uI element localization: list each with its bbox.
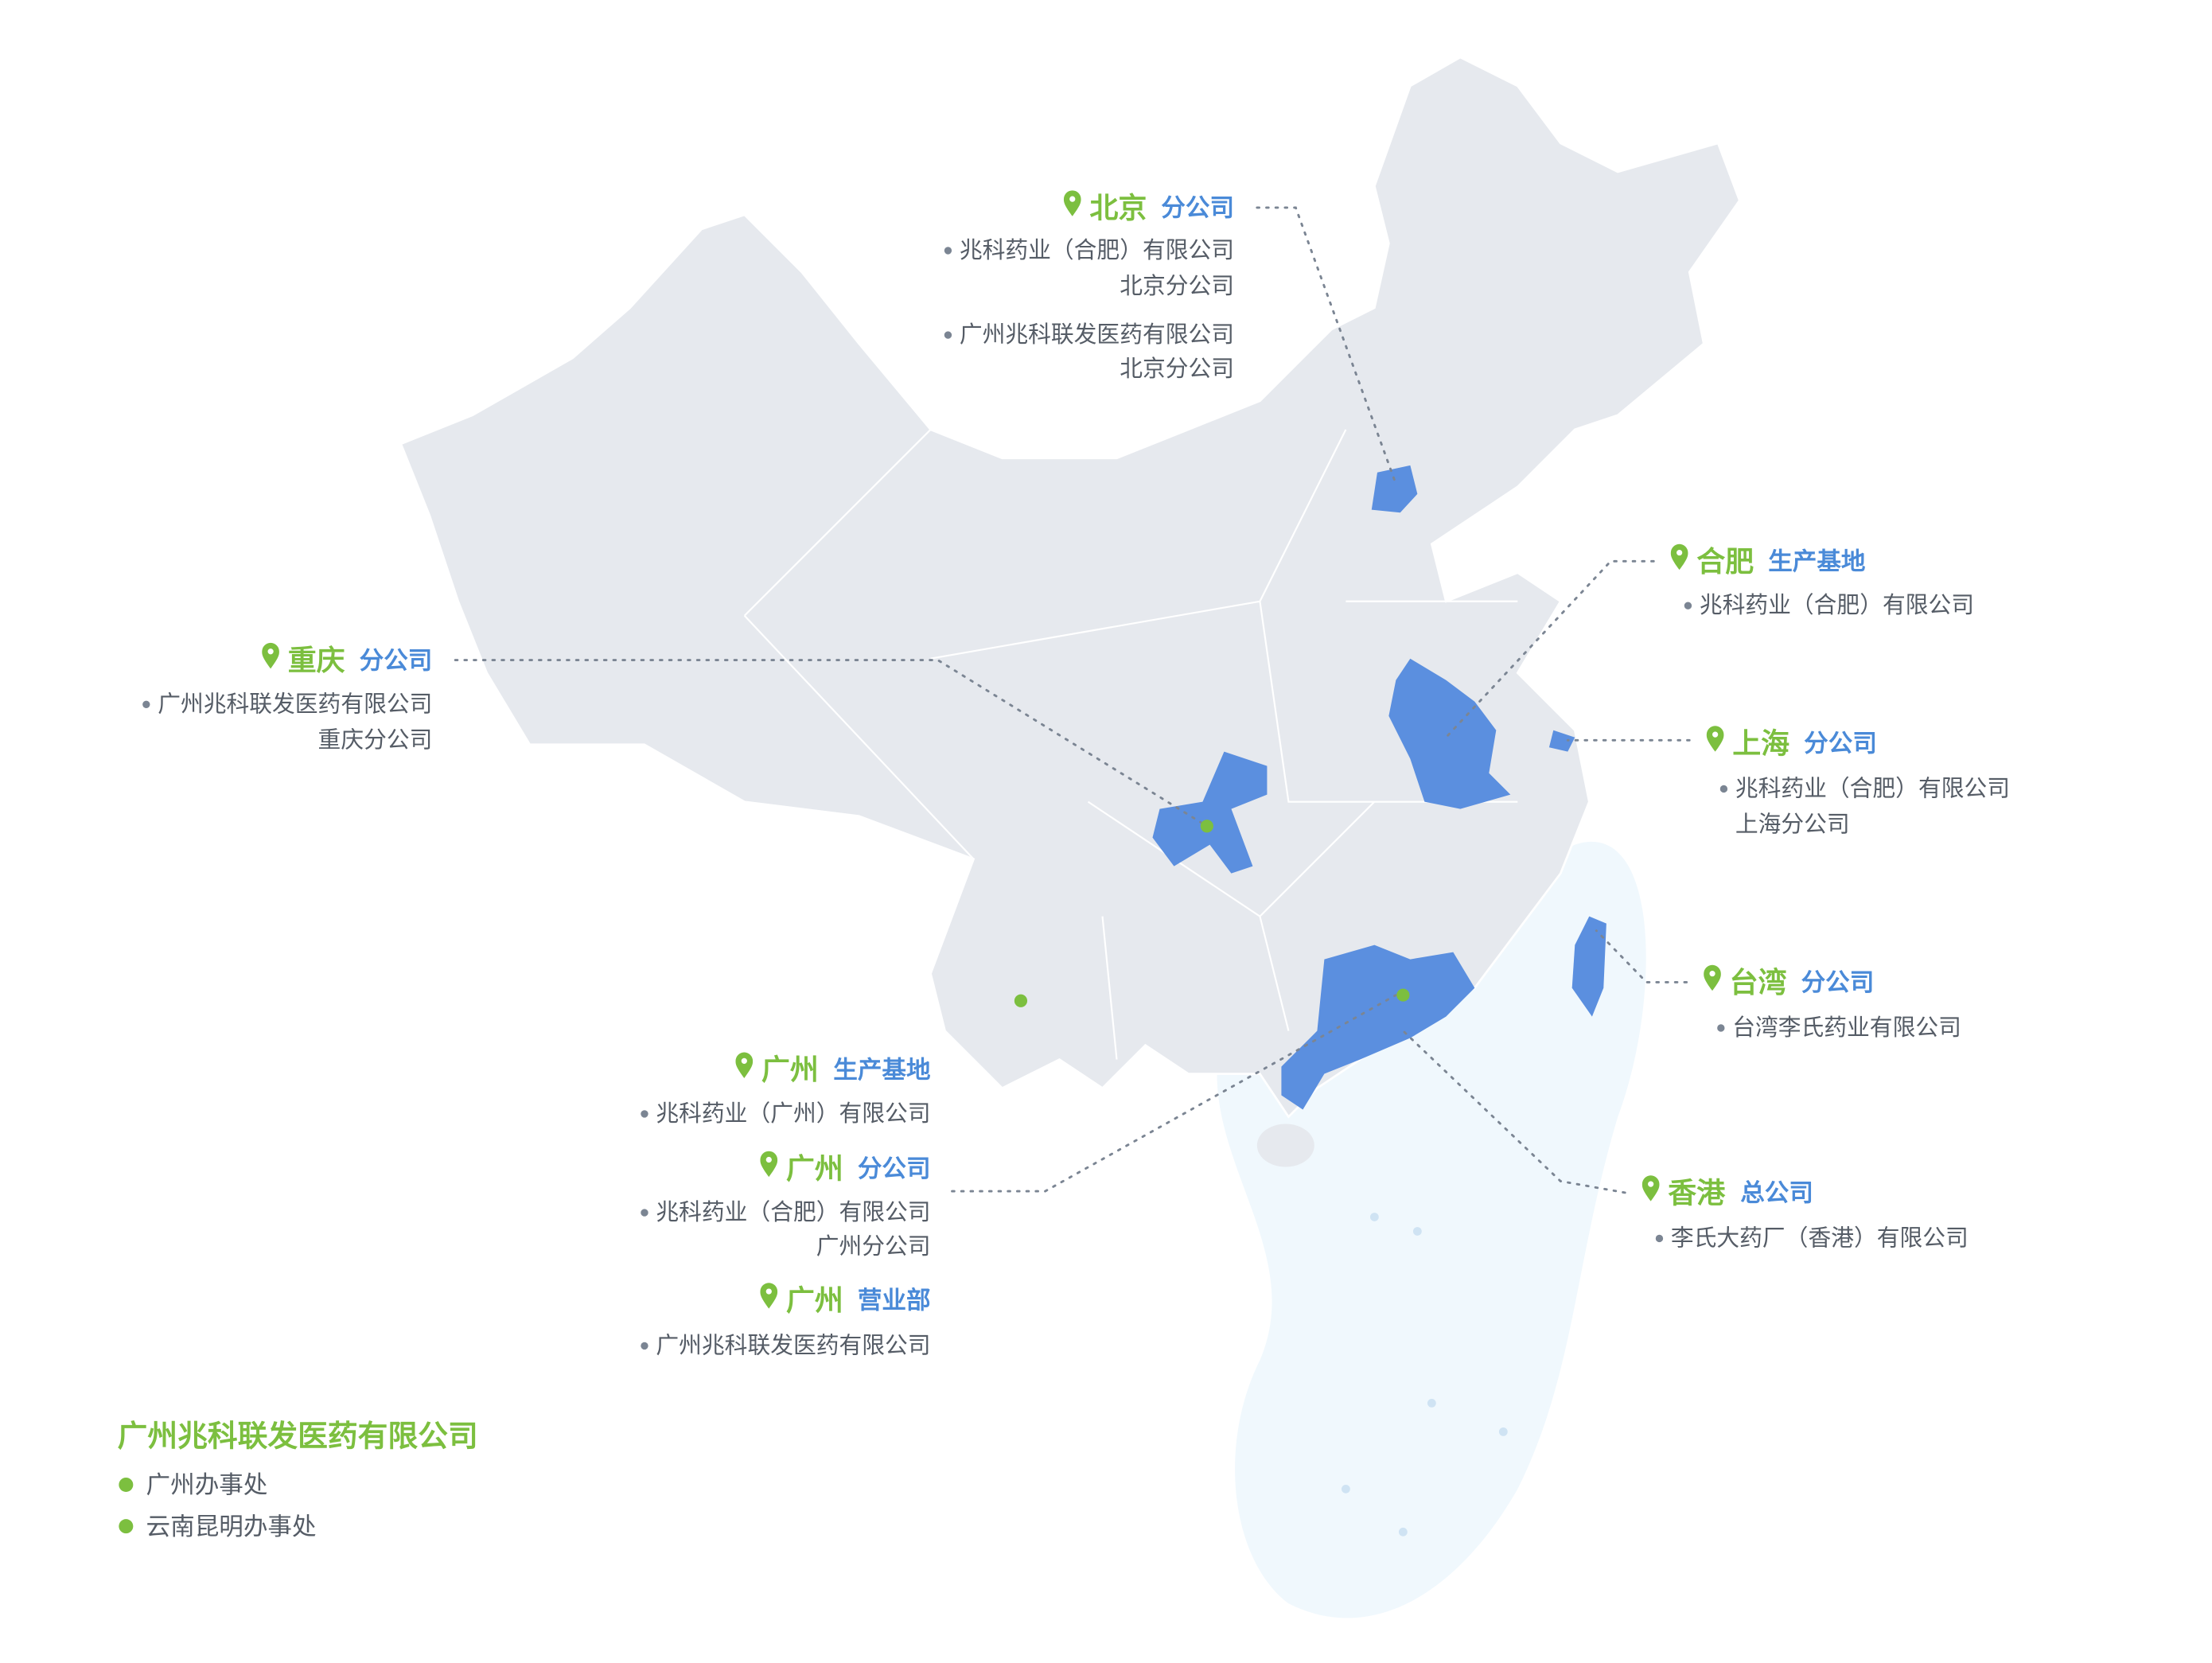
leader-line (1256, 206, 1397, 485)
company-line: 广州兆科联发医药有限公司 (656, 1331, 930, 1358)
islands (1341, 1213, 1508, 1536)
company-line: 北京分公司 (1120, 272, 1234, 299)
office-city: 广州 (786, 1153, 843, 1186)
company-line: 广州兆科联发医药有限公司 (960, 321, 1234, 348)
company-line: 兆科药业（合肥）有限公司 (1700, 591, 1974, 618)
office-city: 重庆 (288, 645, 345, 677)
hainan (1256, 1124, 1314, 1167)
leader-line (1595, 929, 1688, 983)
company-line: 上海分公司 (1735, 810, 1850, 837)
company-line: 李氏大药厂（香港）有限公司 (1671, 1224, 1969, 1251)
leader-line (951, 994, 1397, 1193)
office-kind: 生产基地 (833, 1057, 931, 1085)
bullet (944, 331, 952, 339)
bullet (641, 1342, 648, 1350)
office-kind: 分公司 (360, 647, 433, 675)
company-line: 兆科药业（合肥）有限公司 (1735, 774, 2010, 801)
legend-item: 广州办事处 (146, 1472, 268, 1500)
pin-icon (1063, 190, 1081, 216)
office-city: 北京 (1089, 192, 1147, 225)
bullet (1684, 602, 1692, 610)
office-kind: 分公司 (1801, 969, 1875, 997)
office-kind: 总公司 (1740, 1180, 1813, 1208)
company-line: 北京分公司 (1120, 355, 1234, 382)
province-borders (743, 429, 1518, 1060)
company-line: 台湾李氏药业有限公司 (1732, 1014, 1961, 1041)
company-line: 兆科药业（合肥）有限公司 (656, 1198, 930, 1225)
pin-icon (760, 1283, 778, 1309)
pin-icon (760, 1151, 778, 1178)
office-kind: 营业部 (858, 1287, 931, 1315)
company-line: 广州分公司 (816, 1233, 931, 1260)
office-city: 广州 (786, 1284, 843, 1317)
bullet (1719, 785, 1728, 793)
office-dot (1200, 820, 1213, 833)
leader-line (454, 659, 1209, 828)
pin-icon (1704, 964, 1721, 991)
office-kind: 生产基地 (1768, 548, 1866, 576)
office-dot (1396, 988, 1410, 1002)
pin-icon (1641, 1175, 1660, 1201)
legend-title: 广州兆科联发医药有限公司 (118, 1418, 478, 1453)
leader-line (1444, 559, 1655, 739)
office-city: 台湾 (1730, 966, 1787, 999)
pin-icon (1706, 726, 1724, 752)
bullet (142, 700, 150, 708)
leader-line (1401, 1030, 1626, 1194)
office-city: 上海 (1732, 727, 1789, 760)
legend-dot (119, 1519, 134, 1534)
bullet (641, 1209, 648, 1217)
office-kind: 分公司 (858, 1155, 931, 1183)
office-city: 香港 (1668, 1177, 1726, 1209)
bullet (1655, 1234, 1664, 1243)
company-line: 广州兆科联发医药有限公司 (158, 690, 432, 717)
office-city: 广州 (761, 1054, 819, 1087)
pin-icon (1670, 543, 1688, 571)
bullet (641, 1110, 648, 1118)
company-line: 重庆分公司 (318, 726, 433, 753)
company-line: 兆科药业（合肥）有限公司 (960, 236, 1234, 263)
office-city: 合肥 (1696, 546, 1754, 578)
china-land (399, 56, 1741, 1119)
bullet (944, 247, 952, 255)
legend-item: 云南昆明办事处 (146, 1513, 317, 1541)
office-kind: 分公司 (1804, 730, 1877, 758)
pin-icon (735, 1052, 754, 1078)
office-dot (1014, 994, 1028, 1007)
company-line: 兆科药业（广州）有限公司 (656, 1100, 930, 1127)
legend-dot (119, 1477, 134, 1492)
bullet (1717, 1024, 1725, 1032)
office-kind: 分公司 (1161, 195, 1234, 223)
pin-icon (262, 642, 279, 669)
